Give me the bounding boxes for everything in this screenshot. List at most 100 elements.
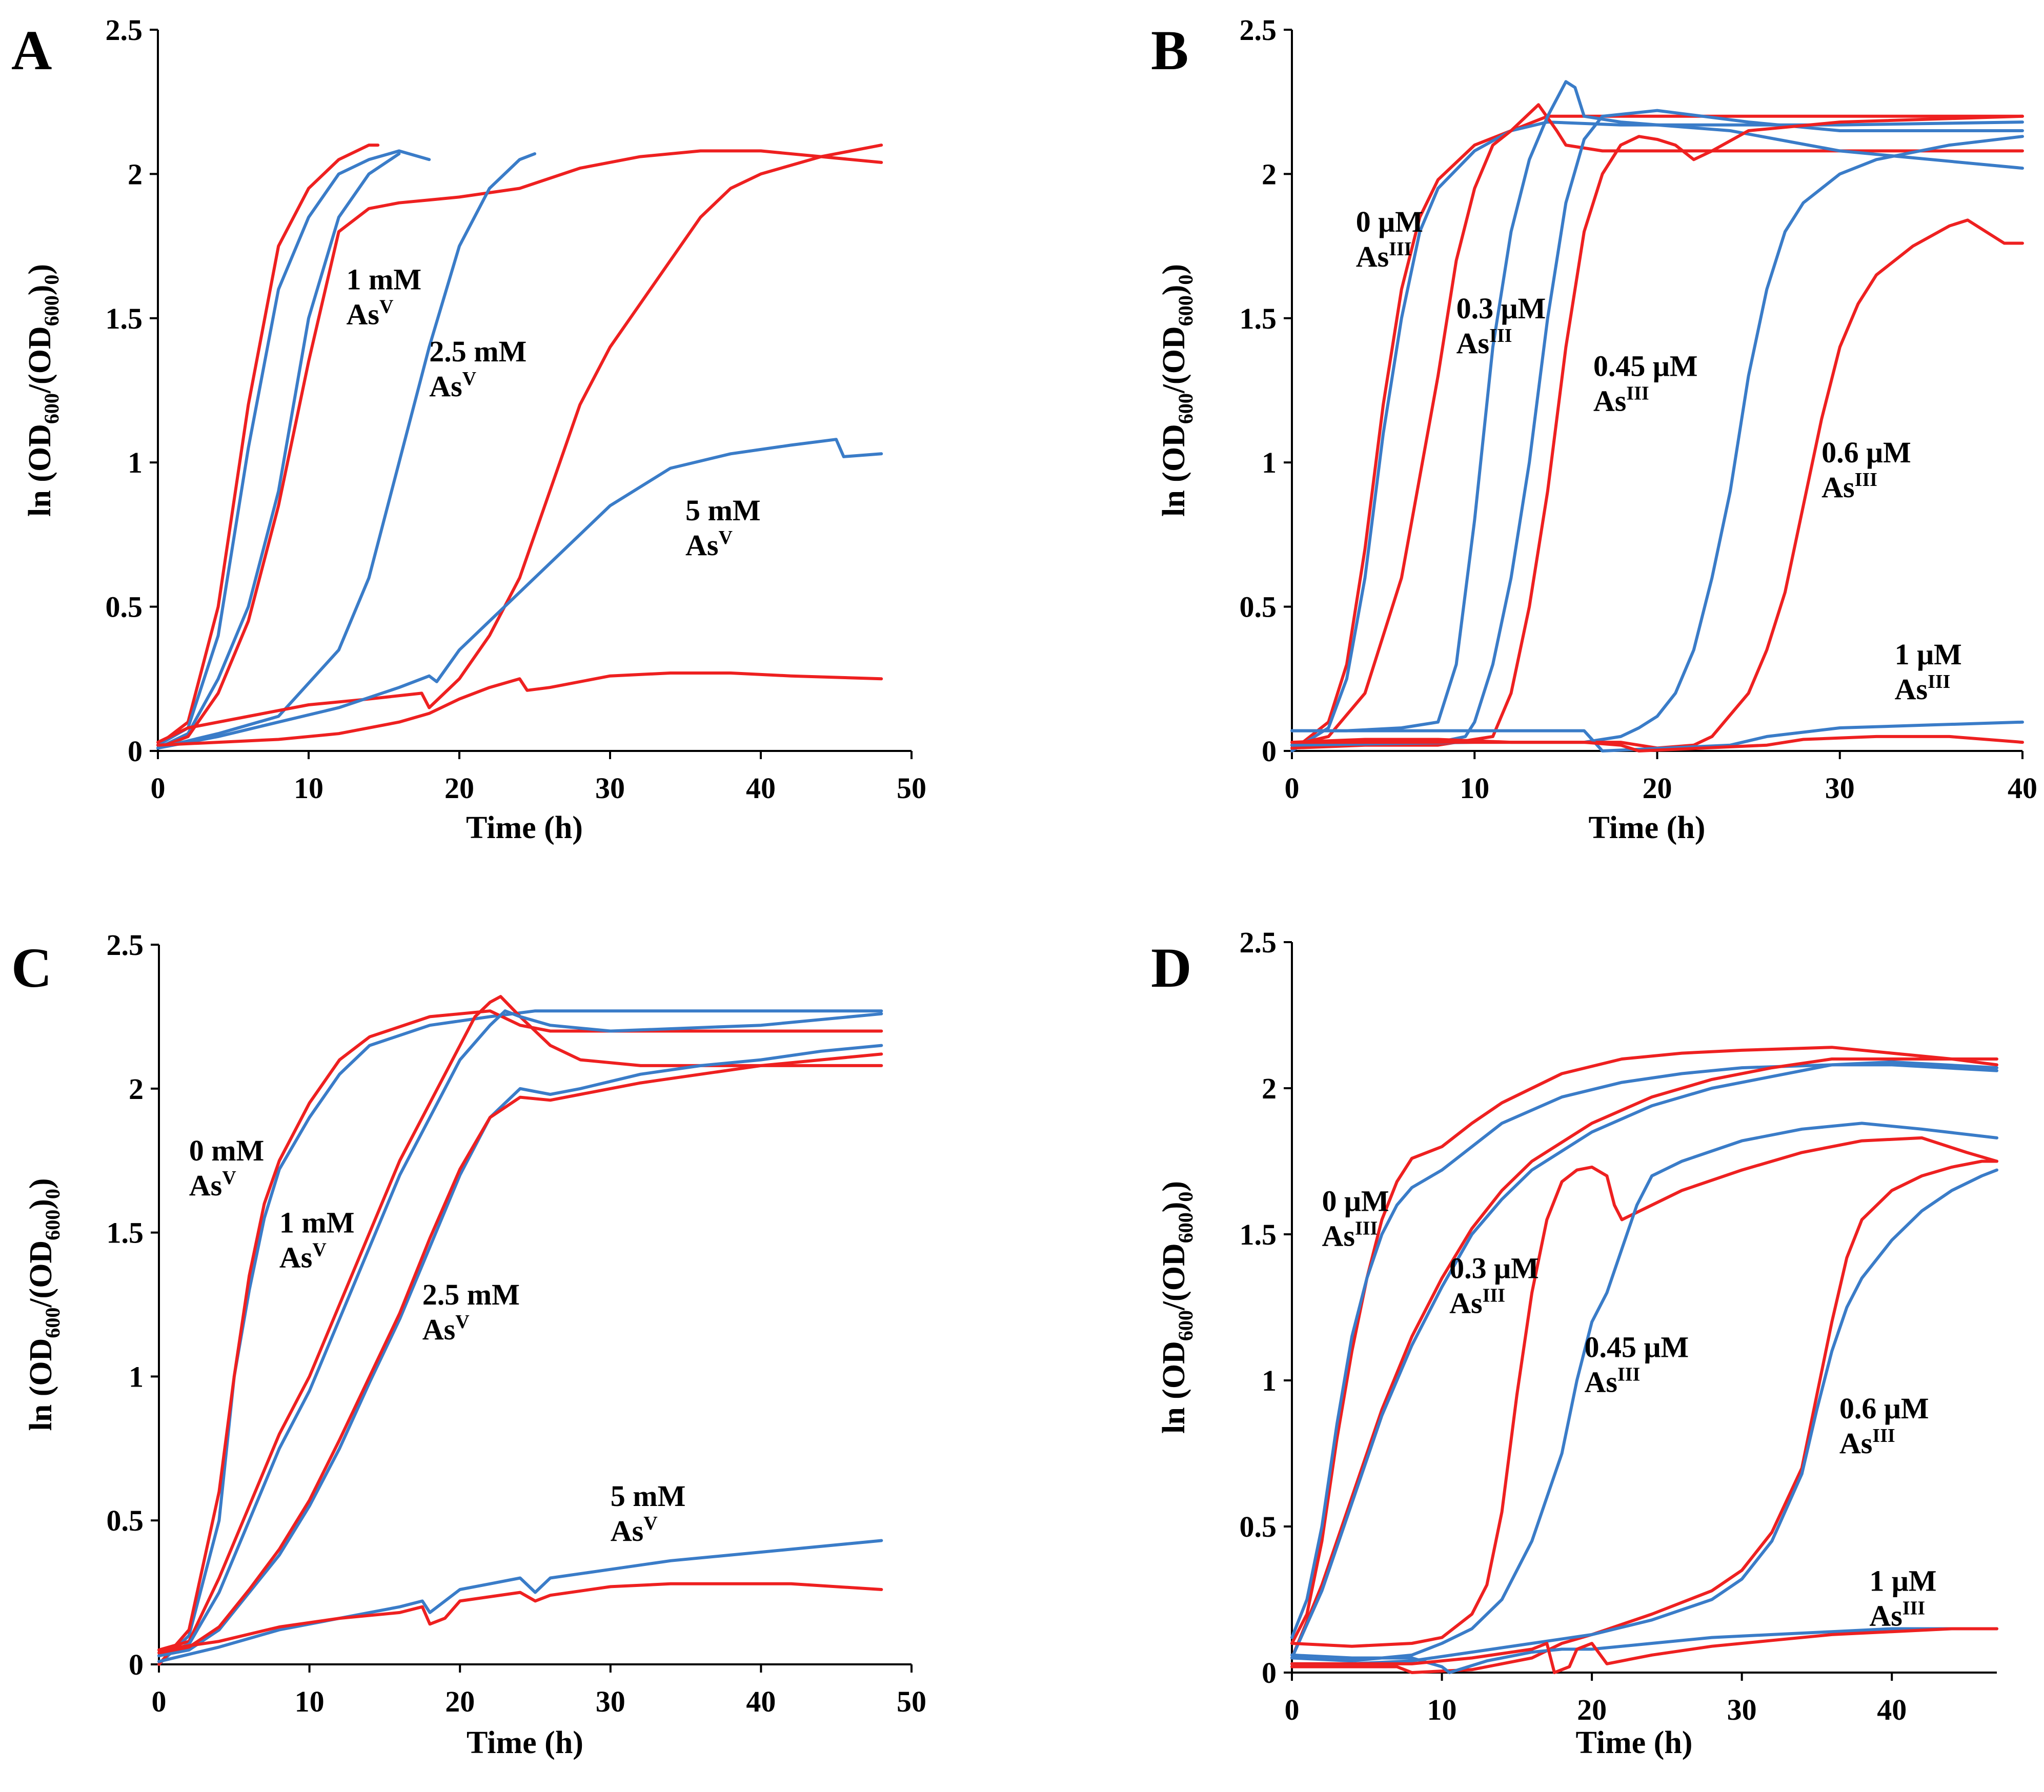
series-line-red xyxy=(1290,1159,1998,1674)
x-tick-label: 30 xyxy=(1727,1693,1757,1726)
annotation-species: AsV xyxy=(422,1311,470,1346)
series-line-red xyxy=(1290,218,2024,750)
series-line-red xyxy=(1290,114,2024,750)
annotation-species: AsV xyxy=(279,1239,327,1274)
x-tick-label: 20 xyxy=(1577,1693,1607,1726)
series-line-red xyxy=(156,671,883,747)
series-line-red xyxy=(1290,103,2024,747)
y-tick-label: 0.5 xyxy=(1240,1510,1277,1543)
series-line-blue xyxy=(1290,1122,1998,1663)
x-tick-label: 30 xyxy=(1825,771,1855,805)
annotation-species-sup: III xyxy=(1483,1285,1505,1307)
y-tick-label: 2 xyxy=(128,157,143,191)
series-line-red xyxy=(157,1582,883,1652)
x-tick-label: 10 xyxy=(295,1685,325,1718)
y-axis-label-part: /(OD xyxy=(23,326,57,394)
annotation-concentration: 0 μM xyxy=(1356,205,1423,238)
y-axis-label-part: 0 xyxy=(40,275,63,285)
x-tick-label: 0 xyxy=(152,1685,167,1718)
y-tick-label: 1 xyxy=(128,446,143,479)
annotation-concentration: 2.5 mM xyxy=(422,1278,520,1311)
annotation-species-sup: V xyxy=(462,368,477,390)
y-tick-label: 1 xyxy=(1262,446,1277,479)
x-tick-label: 0 xyxy=(151,771,166,805)
y-axis-label-part: ) xyxy=(23,285,57,296)
annotation-species-sup: III xyxy=(1903,1597,1925,1619)
series-line-red xyxy=(156,144,883,744)
y-tick-label: 1.5 xyxy=(1240,1218,1277,1251)
y-axis-label-part: 600 xyxy=(1174,1310,1197,1341)
y-tick-label: 1.5 xyxy=(106,302,143,335)
annotation-species: AsIII xyxy=(1584,1363,1640,1398)
series-line-red xyxy=(1290,1046,1998,1645)
annotation-concentration: 0.6 μM xyxy=(1822,436,1911,469)
y-axis-label-part: ln (OD xyxy=(1157,424,1191,517)
x-tick-label: 40 xyxy=(1877,1693,1907,1726)
x-tick-label: 10 xyxy=(1427,1693,1457,1726)
y-tick-label: 0.5 xyxy=(1240,590,1277,624)
x-tick-label: 50 xyxy=(897,771,926,805)
y-tick-label: 2 xyxy=(129,1072,144,1106)
annotation-species-sup: III xyxy=(1389,238,1411,260)
annotation-concentration: 0.45 μM xyxy=(1593,349,1698,382)
y-axis-label-part: /(OD xyxy=(1157,326,1191,394)
y-axis-label-part: ) xyxy=(1157,285,1191,296)
annotation-concentration: 1 μM xyxy=(1895,638,1962,671)
x-tick-label: 20 xyxy=(1643,771,1672,805)
annotation-species-sup: V xyxy=(643,1513,658,1534)
panel-label: C xyxy=(11,936,52,999)
y-tick-label: 0.5 xyxy=(107,1504,144,1537)
y-axis-label-part: ) xyxy=(1157,264,1191,275)
annotation-species: AsIII xyxy=(1593,382,1649,417)
series-line-red xyxy=(157,995,883,1652)
annotation-species-sup: V xyxy=(379,296,394,318)
x-tick-label: 0 xyxy=(1285,771,1300,805)
annotation-concentration: 0.45 μM xyxy=(1584,1330,1689,1363)
y-tick-label: 2.5 xyxy=(1240,926,1277,959)
x-tick-label: 40 xyxy=(746,1685,776,1718)
series-line-blue xyxy=(157,1539,883,1663)
annotation-concentration: 1 mM xyxy=(347,263,422,296)
y-axis-label-part: 600 xyxy=(40,393,63,424)
annotation-species-base: As xyxy=(422,1313,455,1346)
annotation-species: AsIII xyxy=(1822,469,1877,504)
y-tick-label: 2.5 xyxy=(107,928,144,962)
annotation-species-base: As xyxy=(1356,240,1389,273)
y-axis-label-part: 600 xyxy=(1174,1212,1197,1243)
annotation-species: AsV xyxy=(189,1167,236,1202)
annotation-concentration: 1 μM xyxy=(1869,1564,1936,1597)
annotation-species-sup: V xyxy=(312,1239,327,1261)
y-axis-label-part: 600 xyxy=(1174,295,1197,326)
series-line-red xyxy=(156,144,380,747)
y-tick-label: 2.5 xyxy=(1240,13,1277,47)
series-line-red xyxy=(157,1009,883,1666)
y-tick-label: 0 xyxy=(1262,1656,1277,1689)
annotation-species-sup: III xyxy=(1617,1363,1640,1385)
annotation-species-base: As xyxy=(1593,384,1626,417)
annotation-species: AsV xyxy=(429,368,476,403)
y-tick-label: 0 xyxy=(129,1648,144,1681)
panel-label: B xyxy=(1151,19,1188,82)
y-axis-label-part: ) xyxy=(24,1199,58,1210)
series-line-red xyxy=(157,1052,883,1655)
series-line-blue xyxy=(156,152,401,750)
annotation-species-base: As xyxy=(1456,327,1489,360)
annotation-species-base: As xyxy=(685,528,718,562)
annotation-species-base: As xyxy=(1322,1219,1355,1252)
series-line-blue xyxy=(1290,1060,1998,1660)
y-axis-label-part: ln (OD xyxy=(24,1338,58,1431)
annotation-species: AsIII xyxy=(1839,1425,1895,1460)
series-line-blue xyxy=(1290,1627,1998,1674)
annotation-concentration: 0.3 μM xyxy=(1456,292,1546,325)
